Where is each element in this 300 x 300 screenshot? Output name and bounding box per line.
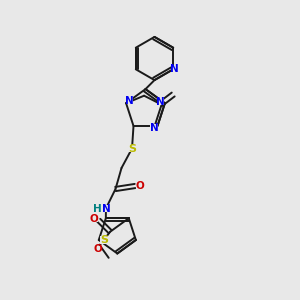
Text: O: O [94, 244, 103, 254]
Text: N: N [149, 122, 158, 133]
Text: N: N [125, 96, 134, 106]
Text: O: O [89, 214, 98, 224]
Bar [94, 245, 102, 252]
Bar [103, 205, 109, 212]
Text: O: O [136, 181, 145, 191]
Bar [90, 215, 98, 222]
Text: N: N [170, 64, 179, 74]
Bar [94, 205, 101, 212]
Text: S: S [100, 235, 108, 245]
Bar [136, 183, 144, 189]
Text: N: N [101, 203, 110, 214]
Text: S: S [128, 143, 136, 154]
Bar [100, 236, 108, 244]
Bar [150, 124, 158, 131]
Text: N: N [156, 97, 165, 107]
Bar [157, 98, 164, 105]
Bar [128, 145, 136, 152]
Bar [126, 98, 134, 104]
Bar [171, 66, 178, 73]
Text: H: H [93, 203, 102, 214]
